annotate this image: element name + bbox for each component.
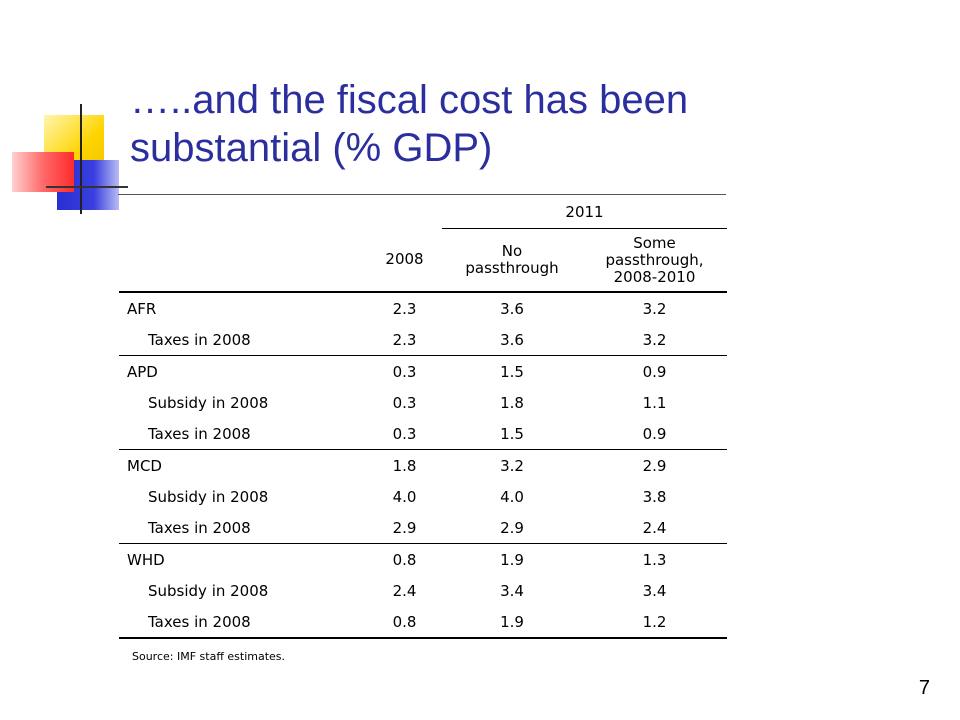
cell-no-passthrough: 1.5 <box>442 355 582 387</box>
cell-2008: 4.0 <box>392 487 417 506</box>
row-label: Taxes in 2008 <box>148 518 251 537</box>
cell-some-passthrough: 0.9 <box>642 424 667 443</box>
cell-2008: 0.3 <box>392 393 417 412</box>
row-label: Taxes in 2008 <box>148 424 251 443</box>
fiscal-cost-table: 2011 2008 No passthrough Some passthrough,… <box>119 196 727 639</box>
cell-some-passthrough: 3.4 <box>642 581 667 600</box>
row-label: Subsidy in 2008 <box>148 581 269 600</box>
cell-no-passthrough: 3.6 <box>500 299 524 318</box>
cell-some-passthrough: 1.3 <box>582 543 727 575</box>
row-label: MCD <box>119 449 367 481</box>
cell-some-passthrough: 3.8 <box>642 487 667 506</box>
cell-2008: 2.3 <box>392 330 417 349</box>
cell-some-passthrough: 2.4 <box>642 518 667 537</box>
column-header-no-passthrough: No passthrough <box>442 228 582 293</box>
cell-no-passthrough: 3.4 <box>500 581 524 600</box>
cell-2008: 1.8 <box>367 449 442 481</box>
cell-no-passthrough: 1.8 <box>500 393 524 412</box>
decor-horizontal-line <box>46 186 128 188</box>
row-label: Taxes in 2008 <box>119 606 367 639</box>
cell-no-passthrough: 3.2 <box>442 449 582 481</box>
cell-some-passthrough: 1.2 <box>582 606 727 639</box>
source-note: Source: IMF staff estimates. <box>132 650 286 663</box>
cell-some-passthrough: 0.9 <box>582 355 727 387</box>
table-row: Subsidy in 2008 2.4 3.4 3.4 <box>119 575 727 606</box>
row-label: WHD <box>119 543 367 575</box>
group-header-2011: 2011 <box>442 196 727 229</box>
table-row: Taxes in 2008 0.3 1.5 0.9 <box>119 418 727 450</box>
cell-some-passthrough: 1.1 <box>642 393 667 412</box>
column-header-2008: 2008 <box>367 228 442 293</box>
slide-title-line-1: …..and the fiscal cost has been <box>130 78 689 122</box>
row-label: APD <box>119 355 367 387</box>
row-label: Subsidy in 2008 <box>148 487 269 506</box>
row-label: Taxes in 2008 <box>148 330 251 349</box>
cell-no-passthrough: 1.9 <box>442 606 582 639</box>
cell-some-passthrough: 2.9 <box>582 449 727 481</box>
row-label: Subsidy in 2008 <box>148 393 269 412</box>
table-row-region: WHD 0.8 1.9 1.3 <box>119 543 727 575</box>
cell-2008: 0.8 <box>367 606 442 639</box>
table-row-region: APD 0.3 1.5 0.9 <box>119 355 727 387</box>
row-label: AFR <box>127 299 157 318</box>
cell-2008: 0.3 <box>367 355 442 387</box>
page-number: 7 <box>918 677 930 699</box>
table-row-region: AFR 2.3 3.6 3.2 <box>119 292 727 324</box>
slide-title: …..and the fiscal cost has been substant… <box>130 76 890 172</box>
table-row: Taxes in 2008 2.3 3.6 3.2 <box>119 324 727 356</box>
data-table: 2011 2008 No passthrough Some passthrough,… <box>119 196 727 639</box>
cell-some-passthrough: 3.2 <box>642 330 667 349</box>
slide-title-line-2: substantial (% GDP) <box>130 126 493 170</box>
cell-some-passthrough: 3.2 <box>642 299 667 318</box>
table-column-header-row: 2008 No passthrough Some passthrough, 2008-… <box>119 228 727 293</box>
table-row: Subsidy in 2008 0.3 1.8 1.1 <box>119 387 727 418</box>
table-row-region: MCD 1.8 3.2 2.9 <box>119 449 727 481</box>
table-row: Taxes in 2008 0.8 1.9 1.2 <box>119 606 727 639</box>
cell-no-passthrough: 2.9 <box>500 518 524 537</box>
cell-no-passthrough: 1.5 <box>500 424 524 443</box>
column-header-some-passthrough: Some passthrough, 2008-2010 <box>582 228 727 293</box>
decor-red-square <box>12 152 74 192</box>
cell-2008: 0.8 <box>367 543 442 575</box>
cell-2008: 0.3 <box>392 424 417 443</box>
cell-2008: 2.4 <box>392 581 417 600</box>
table-group-header-row: 2011 <box>119 196 727 229</box>
decor-vertical-line <box>80 104 82 214</box>
cell-no-passthrough: 3.6 <box>500 330 524 349</box>
table-row: Taxes in 2008 2.9 2.9 2.4 <box>119 512 727 544</box>
cell-no-passthrough: 1.9 <box>442 543 582 575</box>
table-top-rule <box>118 194 726 195</box>
cell-no-passthrough: 4.0 <box>500 487 524 506</box>
table-row: Subsidy in 2008 4.0 4.0 3.8 <box>119 481 727 512</box>
cell-2008: 2.3 <box>392 299 417 318</box>
cell-2008: 2.9 <box>392 518 417 537</box>
